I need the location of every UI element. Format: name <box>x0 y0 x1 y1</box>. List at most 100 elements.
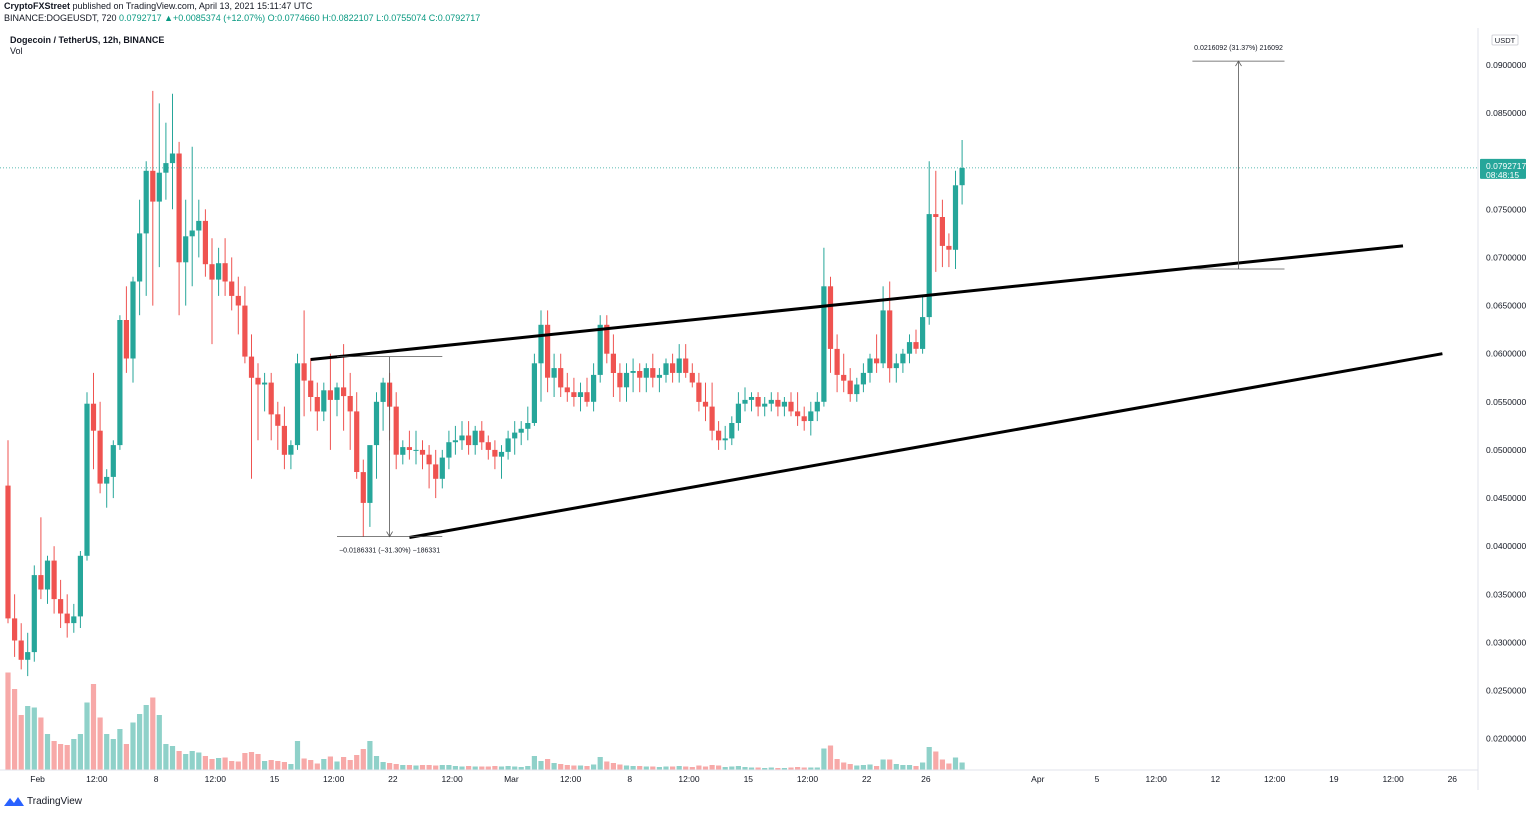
volume-bar <box>933 751 939 770</box>
candle-body <box>709 406 715 431</box>
candle-body <box>196 220 202 231</box>
volume-bar <box>169 746 176 770</box>
candle-body <box>729 423 735 439</box>
candle-body <box>209 264 215 280</box>
candle-body <box>814 401 820 412</box>
volume-bar <box>492 766 498 770</box>
volume-bar <box>926 747 932 770</box>
volume-bar <box>235 761 241 770</box>
time-tick-label: 12:00 <box>441 774 463 784</box>
candle-body <box>623 372 630 388</box>
price-tick-label: 0.0650000 <box>1486 301 1526 311</box>
volume-bar <box>12 689 18 770</box>
time-tick-label: 8 <box>154 774 159 784</box>
candle-body <box>597 324 603 375</box>
volume-bar <box>459 766 465 770</box>
volume-bar <box>123 744 129 770</box>
candles <box>5 90 965 677</box>
volume-bar <box>867 764 873 770</box>
candle-body <box>334 387 340 400</box>
candle-body <box>768 399 774 404</box>
volume-bar <box>400 765 406 770</box>
candle-body <box>518 428 524 433</box>
volume-bar <box>827 745 834 770</box>
candle-body <box>505 438 511 452</box>
volume-bar <box>117 729 123 770</box>
volume-bar <box>446 765 452 770</box>
volume-bar <box>893 764 899 770</box>
trendline-upper <box>310 244 1404 361</box>
time-tick-label: Feb <box>30 774 45 784</box>
measure-down-arrowhead <box>386 531 393 538</box>
price-tick-label: 0.0450000 <box>1486 493 1526 503</box>
volume-bar <box>689 767 695 770</box>
volume-bar <box>702 766 709 770</box>
volume-bar <box>617 764 623 770</box>
candle-body <box>84 403 90 556</box>
volume-bar <box>90 684 97 770</box>
time-tick-label: 12:00 <box>1382 774 1404 784</box>
candle-body <box>584 392 590 402</box>
volume-bar <box>387 763 393 770</box>
last-price-tag <box>1480 158 1526 179</box>
volume-bar <box>150 697 156 770</box>
volume-bar <box>781 768 787 770</box>
candle-body <box>775 399 781 407</box>
candle-body <box>18 640 24 660</box>
volume-bar <box>920 762 926 770</box>
candle-body <box>202 220 208 265</box>
volume-bar <box>25 706 31 770</box>
volume-bars <box>5 672 965 770</box>
volume-bar <box>946 763 952 770</box>
trendline-lower <box>409 352 1443 539</box>
candle-body <box>860 372 866 385</box>
candle-body <box>485 442 491 450</box>
candle-body <box>939 217 945 246</box>
candle-body <box>702 401 709 407</box>
candle-body <box>406 447 412 450</box>
volume-bar <box>860 765 866 770</box>
tradingview-footer[interactable]: TradingView <box>4 795 82 807</box>
candle-body <box>571 392 577 397</box>
volume-bar <box>670 766 676 770</box>
volume-bar <box>604 761 610 770</box>
price-tick-label: 0.0850000 <box>1486 108 1526 118</box>
candle-body <box>531 363 537 423</box>
volume-bar <box>288 764 294 770</box>
volume-bar <box>788 767 794 770</box>
price-tick-label: 0.0750000 <box>1486 204 1526 214</box>
candle-body <box>413 449 419 451</box>
price-tick-label: 0.0600000 <box>1486 349 1526 359</box>
candle-body <box>176 153 182 263</box>
volume-bar <box>874 766 880 770</box>
volume-bar <box>906 765 913 770</box>
time-tick-label: 19 <box>1329 774 1339 784</box>
candle-body <box>58 599 64 614</box>
volume-bar <box>683 766 689 770</box>
time-tick-label: 15 <box>744 774 754 784</box>
candle-body <box>321 390 327 412</box>
volume-bar <box>485 766 491 770</box>
time-tick-label: 26 <box>921 774 931 784</box>
candle-body <box>808 411 814 421</box>
candle-body <box>169 153 176 164</box>
volume-bar <box>130 722 136 770</box>
candle-body <box>650 368 656 378</box>
volume-bar <box>255 754 261 770</box>
volume-bar <box>801 767 807 770</box>
candle-body <box>25 652 31 660</box>
volume-bar <box>768 767 774 770</box>
candle-body <box>617 372 623 388</box>
volume-bar <box>439 765 445 770</box>
measure-up-label: 0.0216092 (31.37%) 216092 <box>1194 45 1283 52</box>
time-tick-label: 8 <box>627 774 632 784</box>
volume-bar <box>775 768 781 770</box>
volume-bar <box>795 767 801 770</box>
candle-body <box>229 281 235 296</box>
volume-bar <box>610 763 616 770</box>
volume-bar <box>367 741 373 770</box>
volume-bar <box>5 672 11 770</box>
candle-body <box>656 374 662 378</box>
volume-bar <box>452 766 458 770</box>
